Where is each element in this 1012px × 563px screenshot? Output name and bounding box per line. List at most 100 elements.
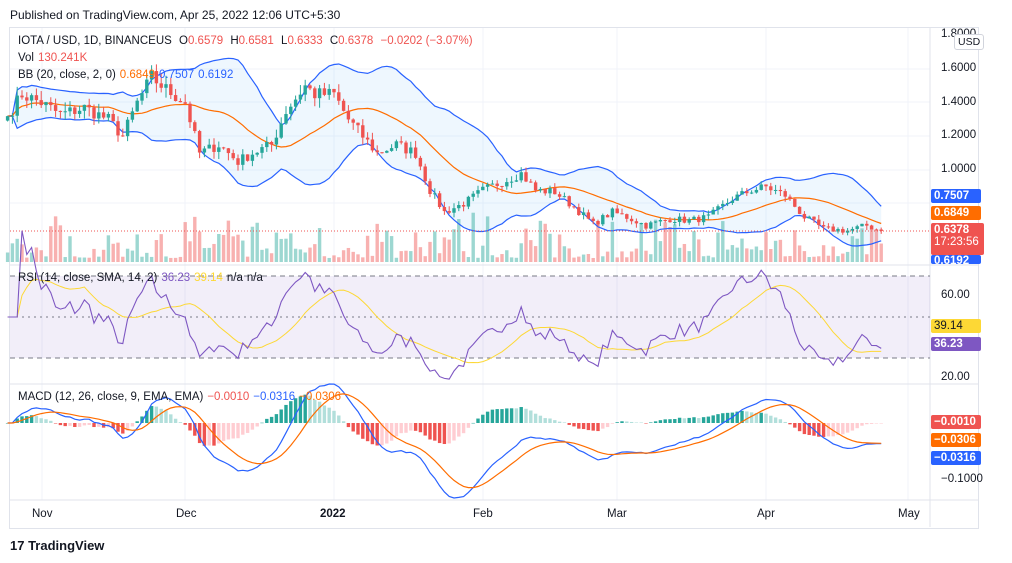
macd-histogram-bar — [519, 407, 523, 423]
macd-histogram-bar — [145, 410, 149, 423]
high-value: 0.6581 — [238, 35, 274, 47]
volume-bar — [197, 231, 202, 262]
volume-bar — [34, 247, 39, 262]
macd-histogram-bar — [457, 423, 461, 437]
candle-body — [649, 222, 653, 229]
volume-bar — [490, 255, 495, 262]
candle-body — [557, 194, 562, 197]
bb-lower-tag: 0.6192 — [931, 255, 981, 264]
volume-bar — [500, 254, 504, 262]
volume-bar — [394, 257, 399, 262]
macd-label[interactable]: MACD (12, 26, close, 9, EMA, EMA) — [18, 391, 204, 403]
volume-bar — [644, 250, 648, 262]
price-tick: 1.2000 — [941, 129, 977, 141]
volume-bar — [543, 223, 547, 262]
candle-body — [567, 196, 571, 207]
rsi-tick: 20.00 — [941, 371, 970, 382]
volume-label[interactable]: Vol — [18, 52, 34, 64]
volume-bar — [183, 222, 187, 262]
macd-histogram-bar — [375, 423, 379, 446]
volume-bar — [721, 221, 725, 262]
macd-histogram-bar — [313, 399, 317, 423]
macd-histogram-bar — [865, 423, 869, 425]
macd-histogram-bar — [788, 423, 792, 425]
macd-histogram-bar — [644, 423, 648, 424]
macd-histogram-bar — [250, 423, 255, 430]
tradingview-logo[interactable]: 17 TradingView — [10, 538, 104, 553]
candle-body — [418, 157, 423, 167]
legend-volume: Vol 130.241K — [18, 52, 91, 64]
macd-histogram-bar — [92, 423, 96, 428]
bb-basis-value: 0.6849 — [119, 69, 155, 81]
macd-histogram-bar — [130, 423, 135, 427]
candle-body — [577, 207, 581, 216]
volume-bar — [725, 249, 730, 262]
volume-bar — [413, 232, 418, 262]
volume-bar — [217, 233, 221, 262]
macd-histogram-bar — [615, 422, 619, 423]
volume-bar — [135, 234, 139, 262]
macd-histogram-bar — [759, 412, 763, 423]
time-tick: Dec — [176, 508, 197, 520]
macd-histogram-bar — [817, 423, 821, 437]
volume-bar — [265, 248, 269, 262]
candle-body — [25, 97, 29, 101]
candle-body — [769, 186, 773, 191]
volume-bar — [817, 256, 821, 262]
rsi-label[interactable]: RSI (14, close, SMA, 14, 2) — [18, 272, 158, 284]
symbol-label[interactable]: IOTA / USD, 1D, BINANCEUS — [18, 35, 172, 47]
volume-bar — [764, 232, 768, 262]
macd-histogram-bar — [351, 423, 355, 432]
volume-bar — [125, 248, 130, 262]
candle-body — [514, 180, 519, 182]
candle-body — [346, 110, 351, 120]
volume-bar — [418, 247, 423, 262]
candle-body — [385, 150, 389, 153]
volume-bar — [562, 246, 567, 262]
candle-body — [53, 105, 58, 111]
candle-body — [620, 213, 624, 215]
candle-body — [596, 220, 600, 225]
candle-body — [601, 215, 605, 225]
candle-body — [159, 83, 163, 88]
chart-frame[interactable] — [9, 27, 979, 529]
volume-bar — [260, 249, 264, 262]
volume-bar — [802, 251, 807, 262]
macd-histogram-bar — [413, 423, 418, 431]
volume-bar — [466, 257, 471, 262]
macd-histogram-bar — [303, 394, 307, 423]
volume-value: 130.241K — [38, 52, 88, 64]
macd-histogram-bar — [673, 419, 677, 423]
macd-histogram-bar — [860, 423, 864, 426]
bb-label[interactable]: BB (20, close, 2, 0) — [18, 69, 116, 81]
macd-histogram-bar — [135, 421, 139, 423]
candle-body — [447, 211, 451, 213]
macd-histogram-bar — [850, 423, 855, 431]
candle-body — [332, 88, 336, 93]
macd-histogram-bar — [557, 421, 562, 423]
candle-body — [121, 135, 125, 137]
volume-bar — [778, 239, 783, 262]
macd-histogram-bar — [437, 423, 442, 444]
volume-bar — [154, 240, 159, 262]
macd-histogram-bar — [749, 412, 754, 423]
candle-body — [711, 209, 715, 215]
candle-body — [879, 229, 883, 231]
macd-histogram-bar — [500, 409, 504, 423]
volume-bar — [29, 252, 34, 262]
macd-histogram-bar — [697, 418, 701, 423]
volume-bar — [140, 256, 144, 262]
candle-body — [572, 206, 576, 208]
volume-bar — [850, 236, 855, 262]
candle-body — [5, 116, 10, 121]
macd-histogram-bar — [687, 417, 691, 423]
macd-histogram-bar — [490, 409, 495, 423]
candle-body — [125, 119, 130, 137]
currency-button[interactable]: USD — [954, 34, 985, 50]
macd-histogram-bar — [845, 423, 850, 433]
volume-bar — [293, 248, 298, 262]
volume-bar — [327, 257, 331, 262]
macd-histogram-bar — [476, 418, 480, 423]
macd-histogram-bar — [836, 423, 840, 436]
